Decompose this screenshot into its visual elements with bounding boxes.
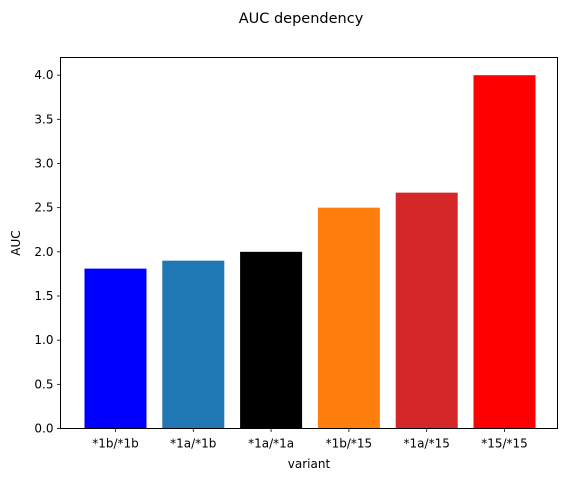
x-axis-label: variant xyxy=(288,457,331,471)
bar-2 xyxy=(240,251,303,429)
y-tick-label-1: 0.5 xyxy=(34,377,53,391)
y-tick-label-7: 3.5 xyxy=(34,112,53,126)
plot-frame xyxy=(60,57,558,429)
y-tick-label-0: 0.0 xyxy=(34,422,53,436)
y-tick-label-3: 1.5 xyxy=(34,289,53,303)
bar-4 xyxy=(395,192,458,429)
y-axis-ticks: 0.0 0.5 1.0 1.5 2.0 2.5 3.0 3.5 4.0 xyxy=(34,68,61,436)
x-tick-label-5: *15/*15 xyxy=(481,437,528,451)
bar-3 xyxy=(317,207,380,429)
y-tick-label-8: 4.0 xyxy=(34,68,53,82)
bar-0 xyxy=(84,268,147,429)
bar-5 xyxy=(473,75,536,429)
chart-title: AUC dependency xyxy=(239,11,364,27)
x-tick-label-1: *1a/*1b xyxy=(170,437,216,451)
x-tick-label-3: *1b/*15 xyxy=(326,437,373,451)
x-axis-ticks: *1b/*1b *1a/*1b *1a/*1a *1b/*15 *1a/*15 *15/*… xyxy=(92,428,528,451)
y-tick-label-2: 1.0 xyxy=(34,333,53,347)
bars-layer xyxy=(84,75,536,429)
x-tick-label-2: *1a/*1a xyxy=(248,437,294,451)
bar-1 xyxy=(162,260,225,429)
y-tick-label-4: 2.0 xyxy=(34,245,53,259)
x-tick-label-0: *1b/*1b xyxy=(92,437,139,451)
x-tick-label-4: *1a/*15 xyxy=(404,437,450,451)
y-tick-label-6: 3.0 xyxy=(34,157,53,171)
y-tick-label-5: 2.5 xyxy=(34,201,53,215)
y-axis-label: AUC xyxy=(9,230,23,255)
